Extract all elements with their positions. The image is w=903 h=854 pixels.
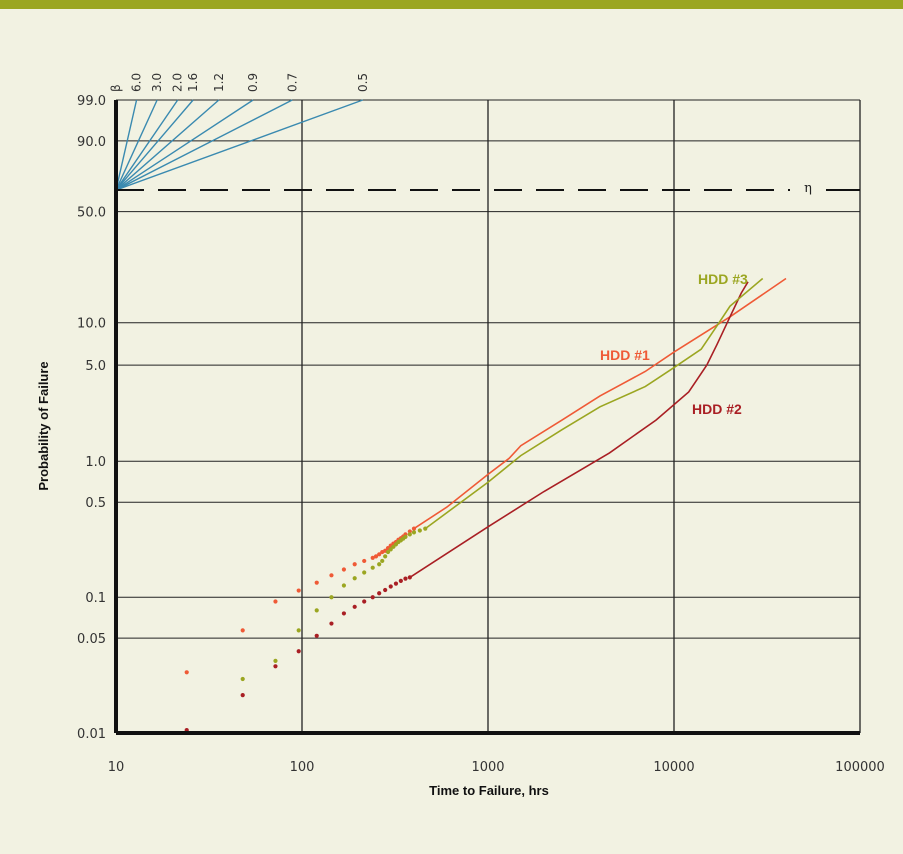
y-tick-label: 0.5	[85, 496, 106, 511]
data-point	[398, 578, 403, 583]
data-point	[370, 565, 375, 570]
data-point	[407, 532, 412, 537]
data-point	[341, 583, 347, 588]
data-point	[273, 658, 278, 663]
data-point	[273, 599, 278, 604]
eta-reference: η	[116, 181, 860, 196]
beta-symbol: β	[109, 84, 123, 92]
data-point	[296, 588, 301, 593]
data-point	[388, 547, 393, 552]
data-point	[184, 670, 189, 675]
data-point	[296, 628, 301, 633]
beta-line	[115, 99, 220, 191]
beta-value-label: 0.9	[246, 73, 260, 92]
gridlines	[116, 99, 861, 734]
y-tick-label: 0.01	[77, 727, 106, 742]
data-point	[377, 552, 382, 557]
data-point	[314, 580, 319, 585]
data-point	[377, 591, 382, 596]
beta-value-label: 0.5	[356, 73, 370, 92]
data-point	[377, 562, 382, 567]
data-point	[417, 528, 422, 533]
data-point	[240, 628, 245, 633]
y-tick-label: 5.0	[85, 359, 106, 374]
beta-value-label: 1.6	[186, 73, 200, 92]
series-label: HDD #1	[600, 347, 650, 363]
beta-value-label: 6.0	[130, 73, 144, 92]
x-axis-title: Time to Failure, hrs	[429, 783, 549, 798]
data-point	[388, 584, 393, 589]
series-layer: HDD #1 HDD #2 HDD #3	[184, 271, 787, 733]
x-tick-label: 1000	[471, 760, 504, 775]
y-tick-label: 10.0	[77, 317, 106, 332]
data-point	[314, 608, 319, 613]
data-point	[341, 567, 347, 572]
tick-labels: 0.01 0.05 0.1 0.5 1.0 5.0 10.0 50.0 90.0 99.0 10 10…	[77, 94, 885, 775]
data-point	[341, 611, 347, 616]
y-tick-label: 50.0	[77, 206, 106, 221]
data-point	[380, 558, 385, 564]
series-line	[409, 281, 749, 579]
data-point	[329, 573, 334, 578]
series-line	[424, 277, 764, 530]
data-point	[352, 604, 357, 609]
data-point	[329, 621, 334, 626]
plot-axes	[114, 100, 860, 735]
data-point	[407, 529, 412, 534]
y-tick-label: 0.1	[85, 591, 106, 606]
eta-label: η	[804, 181, 812, 196]
x-tick-label: 10	[108, 760, 125, 775]
data-point	[383, 554, 388, 559]
beta-value-label: 2.0	[171, 73, 185, 92]
beta-slope-guides: 6.0 3.0 2.0 1.6 1.2 0.9 0.7 0.5 β	[109, 73, 370, 191]
data-point	[373, 554, 379, 559]
data-point	[273, 664, 278, 669]
data-point	[329, 595, 334, 600]
y-tick-label: 0.05	[77, 632, 106, 647]
top-accent-bar	[0, 0, 903, 9]
data-point	[352, 562, 357, 567]
x-tick-label: 100000	[835, 760, 885, 775]
beta-line	[115, 99, 254, 191]
data-point	[411, 530, 417, 535]
data-point	[403, 534, 408, 540]
beta-value-label: 1.2	[212, 73, 226, 92]
beta-value-label: 0.7	[285, 73, 299, 92]
data-point	[240, 693, 245, 698]
data-point	[314, 633, 319, 638]
data-point	[385, 549, 391, 555]
x-tick-label: 10000	[653, 760, 694, 775]
data-point	[370, 595, 375, 600]
data-point	[240, 676, 245, 682]
y-tick-label: 99.0	[77, 94, 106, 109]
series-line	[413, 277, 787, 530]
data-point	[296, 649, 301, 654]
data-point	[383, 587, 388, 593]
beta-line	[115, 99, 293, 191]
data-point	[370, 555, 375, 560]
beta-line	[115, 99, 158, 191]
data-point	[352, 576, 357, 581]
y-tick-label: 90.0	[77, 135, 106, 150]
series-label: HDD #2	[692, 401, 742, 417]
y-tick-label: 1.0	[85, 455, 106, 470]
data-point	[362, 599, 367, 604]
beta-value-label: 3.0	[150, 73, 164, 92]
x-tick-label: 100	[290, 760, 315, 775]
data-point	[393, 581, 399, 586]
data-point	[403, 576, 408, 581]
y-axis-title: Probability of Failure	[36, 361, 51, 490]
data-point	[362, 570, 367, 575]
data-point	[362, 558, 367, 564]
beta-line	[115, 99, 138, 191]
beta-line	[115, 99, 194, 191]
beta-line	[115, 99, 364, 191]
beta-line	[115, 99, 179, 191]
series-label: HDD #3	[698, 271, 748, 287]
